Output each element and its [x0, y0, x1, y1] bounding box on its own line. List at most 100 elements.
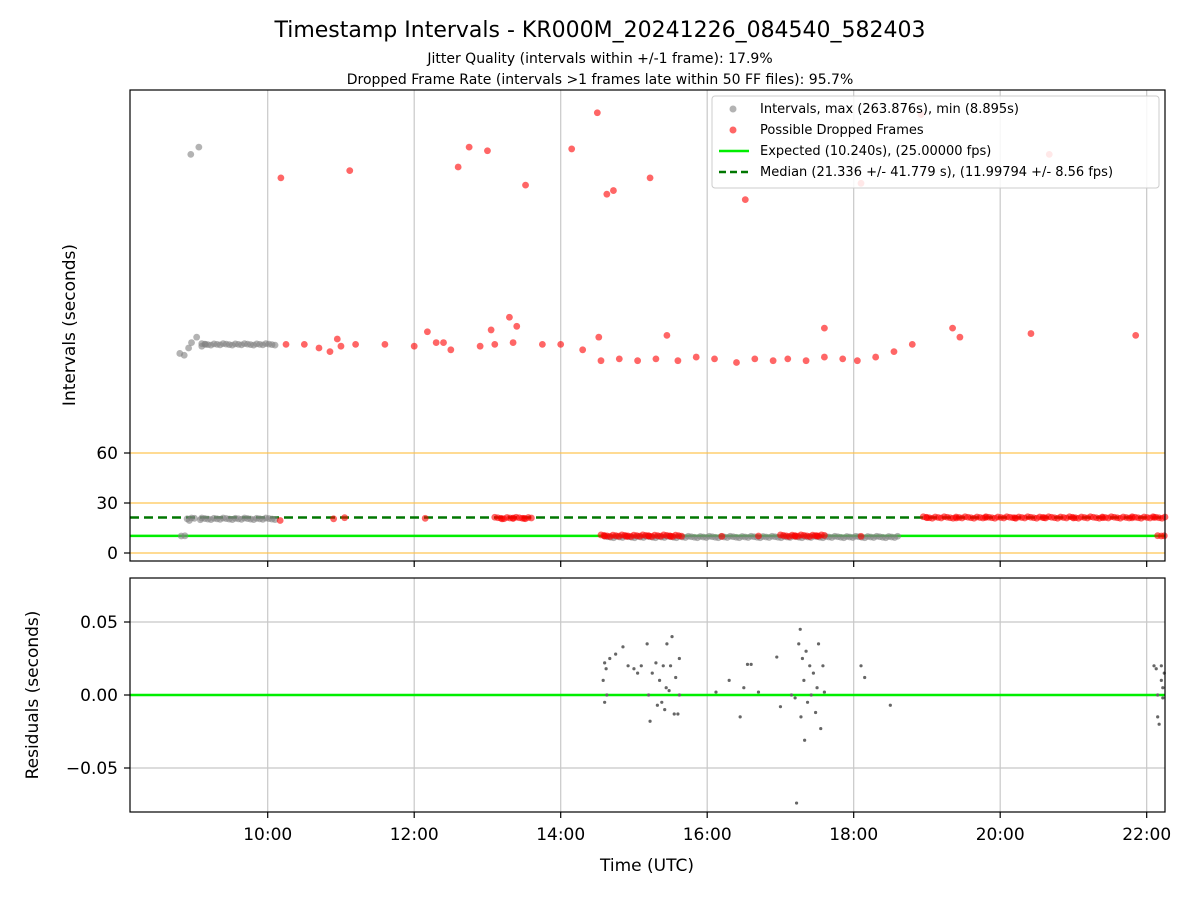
dropped-point-78 — [923, 514, 931, 522]
residual-point-5 — [608, 656, 612, 661]
dropped-point-63 — [330, 515, 338, 523]
residual-point-8 — [626, 664, 630, 668]
residual-point-56 — [816, 642, 821, 646]
dropped-point-33 — [634, 357, 642, 365]
residual-point-66 — [1156, 693, 1160, 697]
dropped-point-79 — [952, 514, 960, 522]
dropped-point-42 — [802, 357, 810, 365]
dropped-point-34 — [652, 355, 660, 363]
interval-point-13 — [202, 341, 209, 348]
dropped-point-38 — [733, 359, 740, 366]
interval-point-9 — [185, 344, 192, 352]
residual-point-35 — [742, 686, 746, 690]
dropped-point-62 — [276, 517, 284, 524]
dropped-point-21 — [381, 341, 389, 348]
dropped-point-20 — [352, 341, 360, 348]
dropped-point-15 — [282, 341, 290, 348]
x-tick-label-2: 14:00 — [536, 825, 585, 845]
dropped-point-16 — [300, 341, 308, 348]
residual-point-15 — [650, 671, 654, 675]
residual-point-39 — [775, 655, 779, 659]
chart-subtitle-dropped: Dropped Frame Rate (intervals >1 frames … — [347, 72, 854, 88]
intervals-y-axis-label: Intervals (seconds) — [60, 244, 80, 406]
dropped-point-71 — [645, 532, 652, 540]
intervals-legend: Intervals, max (263.876s), min (8.895s) … — [711, 95, 1160, 189]
dropped-point-32 — [615, 355, 623, 363]
x-tick-label-1: 12:00 — [390, 825, 439, 845]
intervals-y-ticks: 0 30 60 — [96, 444, 130, 564]
residual-point-46 — [800, 656, 805, 661]
residuals-y-ticks: 0.05 0.00 −0.05 — [66, 613, 130, 779]
dropped-point-67 — [509, 514, 517, 522]
intervals-plot-frame — [129, 89, 1166, 562]
residual-point-16 — [654, 661, 658, 665]
dropped-point-75 — [791, 532, 799, 540]
dropped-point-8 — [603, 190, 611, 198]
residual-point-57 — [819, 726, 823, 731]
dropped-point-55 — [820, 324, 828, 332]
residual-point-0 — [603, 661, 607, 665]
dropped-point-43 — [820, 353, 828, 361]
residual-point-2 — [601, 678, 605, 683]
dropped-point-60 — [513, 322, 521, 330]
dropped-point-61 — [595, 333, 603, 341]
residual-point-28 — [677, 656, 681, 661]
residual-point-25 — [672, 712, 676, 716]
residual-point-37 — [749, 662, 753, 666]
residual-point-31 — [664, 686, 668, 690]
dropped-point-45 — [853, 357, 861, 365]
residual-point-61 — [859, 664, 863, 668]
residual-point-23 — [668, 664, 673, 668]
dropped-point-11 — [741, 196, 749, 204]
dropped-point-81 — [1011, 514, 1019, 522]
dropped-point-23 — [432, 339, 440, 346]
dropped-point-29 — [557, 341, 565, 348]
residual-point-73 — [1161, 696, 1165, 700]
residuals-ytick-label-2: −0.05 — [66, 759, 118, 779]
dropped-point-73 — [718, 532, 726, 540]
dropped-point-58 — [1027, 330, 1035, 337]
dropped-point-46 — [872, 353, 880, 361]
residual-point-59 — [822, 690, 826, 694]
dropped-point-74 — [755, 532, 762, 540]
x-tick-label-0: 10:00 — [243, 825, 292, 845]
residual-point-55 — [815, 686, 819, 690]
dropped-point-86 — [1150, 514, 1158, 521]
x-axis-label: Time (UTC) — [599, 856, 694, 876]
residual-point-24 — [670, 635, 674, 639]
dropped-point-30 — [579, 346, 587, 354]
segment-2-point-98 — [894, 532, 902, 540]
dropped-point-52 — [506, 313, 513, 321]
dropped-point-9 — [610, 187, 617, 194]
legend-box — [711, 95, 1160, 189]
dropped-point-82 — [1040, 514, 1048, 522]
residual-point-52 — [809, 693, 813, 697]
residual-point-3 — [603, 700, 607, 704]
dropped-point-51 — [440, 339, 447, 346]
dropped-point-40 — [769, 357, 777, 365]
dropped-point-70 — [623, 532, 631, 540]
dropped-point-18 — [326, 348, 334, 356]
residual-point-62 — [863, 675, 867, 680]
residual-point-53 — [811, 671, 816, 675]
residual-point-6 — [614, 652, 618, 656]
residual-point-71 — [1159, 678, 1163, 683]
residual-point-34 — [738, 715, 742, 719]
dropped-point-47 — [890, 348, 898, 356]
residual-point-4 — [605, 693, 609, 697]
dropped-point-25 — [476, 342, 484, 350]
dropped-point-3 — [465, 143, 473, 151]
segment-6-point-12 — [528, 514, 535, 522]
legend-label-median: Median (21.336 +/- 41.779 s), (11.99794 … — [760, 165, 1113, 180]
dropped-point-80 — [982, 514, 989, 521]
intervals-ytick-label-0: 0 — [107, 544, 118, 564]
residual-point-13 — [646, 693, 651, 697]
intervals-x-ticks — [267, 561, 1148, 567]
dropped-point-56 — [949, 324, 956, 332]
interval-point-11 — [193, 333, 201, 341]
dropped-point-85 — [1128, 514, 1136, 522]
residual-point-14 — [648, 719, 652, 723]
dropped-point-59 — [1132, 331, 1140, 339]
residual-point-27 — [676, 712, 680, 716]
